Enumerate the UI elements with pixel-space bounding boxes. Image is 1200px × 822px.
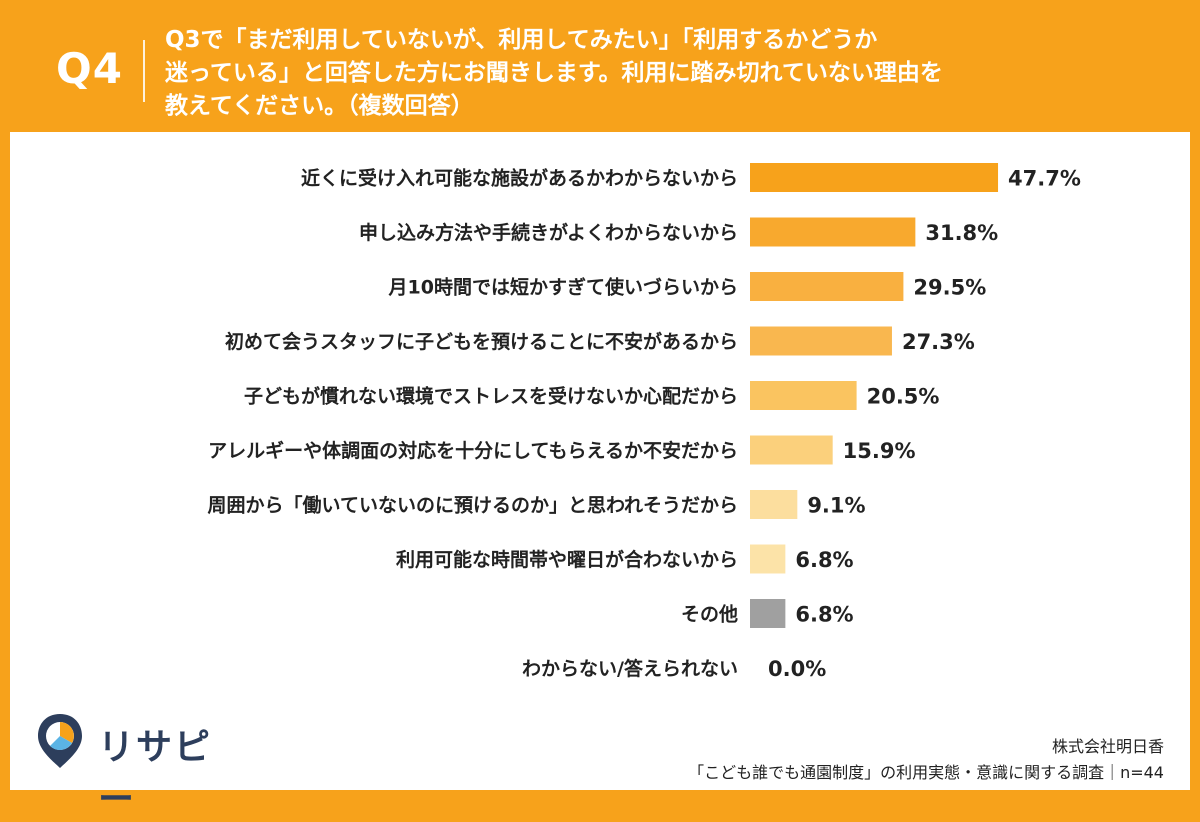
value-label: 0.0% <box>768 657 826 681</box>
value-label: 27.3% <box>902 330 975 354</box>
brand-logo: リサピー <box>32 710 232 820</box>
question-line-2: 迷っている」と回答した方にお聞きします。利用に踏み切れていない理由を <box>165 60 943 86</box>
bar <box>750 544 786 574</box>
category-label: 月10時間では短かすぎて使いづらいから <box>388 276 738 299</box>
question-text: Q3で「まだ利用していないが、利用してみたい」「利用するかどうか 迷っている」と… <box>165 24 1145 123</box>
category-label: 初めて会うスタッフに子どもを預けることに不安があるから <box>225 330 738 353</box>
category-label: 利用可能な時間帯や曜日が合わないから <box>396 548 738 571</box>
value-label: 6.8% <box>795 603 853 627</box>
category-label: 子どもが慣れない環境でストレスを受けないか心配だから <box>244 385 738 408</box>
bar <box>750 381 857 410</box>
category-label: 周囲から「働いていないのに預けるのか」と思われそうだから <box>208 494 738 517</box>
value-label: 20.5% <box>867 385 940 409</box>
bar <box>750 599 786 628</box>
bar <box>750 217 916 247</box>
source-note: 株式会社明日香 「こども誰でも通園制度」の利用実態・意識に関する調査｜n=44 <box>688 734 1164 786</box>
value-label: 9.1% <box>807 494 865 518</box>
bar-chart: 近くに受け入れ可能な施設があるかわからないから 47.7% 申し込み方法や手続きがよ… <box>208 163 1081 681</box>
value-label: 31.8% <box>925 221 998 245</box>
chart-panel: 近くに受け入れ可能な施設があるかわからないから 47.7% 申し込み方法や手続きがよ… <box>10 132 1190 820</box>
value-label: 6.8% <box>795 548 853 572</box>
category-label: 近くに受け入れ可能な施設があるかわからないから <box>301 167 738 190</box>
source-survey: 「こども誰でも通園制度」の利用実態・意識に関する調査｜n=44 <box>688 763 1164 782</box>
value-label: 47.7% <box>1008 167 1081 191</box>
source-company: 株式会社明日香 <box>1051 737 1164 756</box>
category-label: その他 <box>681 603 738 626</box>
category-label: アレルギーや体調面の対応を十分にしてもらえるか不安だから <box>208 439 738 462</box>
bar <box>750 490 798 519</box>
bar <box>750 435 833 465</box>
bar <box>750 272 904 301</box>
question-header: Q4 Q3で「まだ利用していないが、利用してみたい」「利用するかどうか 迷ってい… <box>0 0 1200 132</box>
category-label: 申し込み方法や手続きがよくわからないから <box>359 221 738 244</box>
question-line-1: Q3で「まだ利用していないが、利用してみたい」「利用するかどうか <box>165 27 878 53</box>
brand-logo-text: リサピー <box>98 727 213 820</box>
value-label: 29.5% <box>913 276 986 300</box>
bar <box>750 326 892 356</box>
value-label: 15.9% <box>843 439 916 463</box>
header-divider <box>143 40 145 102</box>
bar <box>750 163 999 192</box>
question-line-3: 教えてください。（複数回答） <box>165 93 474 119</box>
question-id: Q4 <box>56 44 123 93</box>
category-label: わからない/答えられない <box>522 657 738 680</box>
pin-logo-icon <box>38 714 82 768</box>
